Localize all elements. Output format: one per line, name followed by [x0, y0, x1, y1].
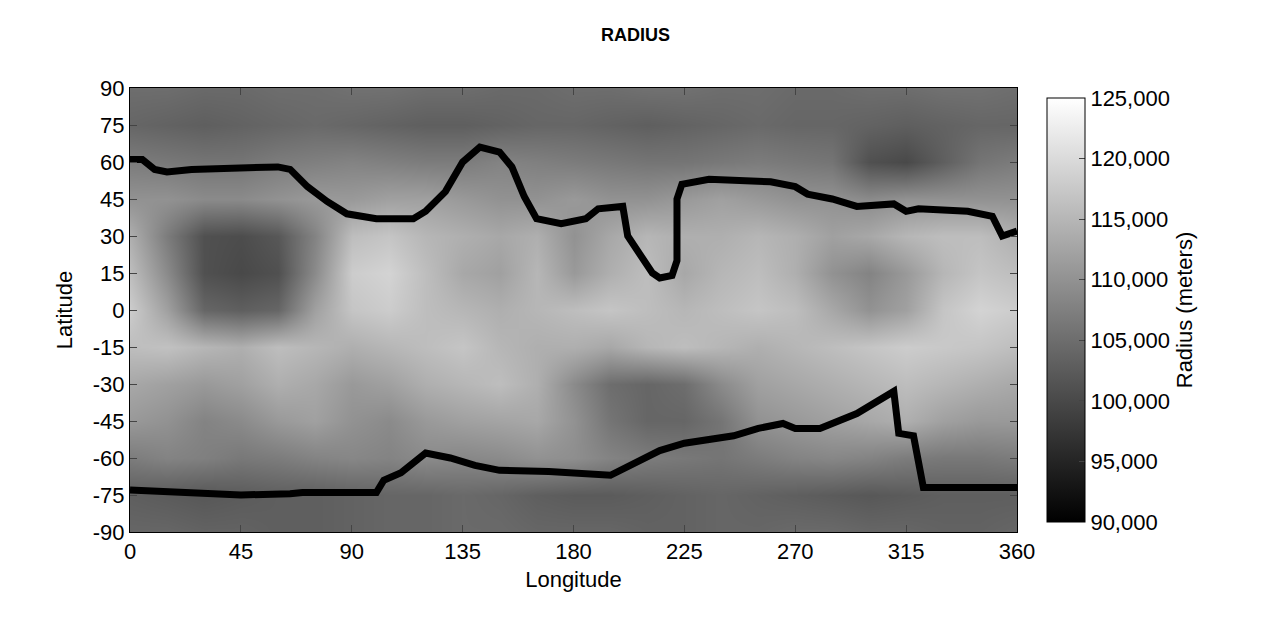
svg-text:90: 90 — [340, 539, 364, 564]
svg-text:0: 0 — [124, 539, 136, 564]
svg-text:360: 360 — [999, 539, 1036, 564]
svg-text:135: 135 — [444, 539, 481, 564]
svg-text:75: 75 — [100, 113, 124, 138]
svg-text:90: 90 — [100, 76, 124, 101]
svg-text:-45: -45 — [93, 409, 125, 434]
svg-text:95,000: 95,000 — [1090, 449, 1157, 474]
svg-text:15: 15 — [100, 261, 124, 286]
svg-text:Longitude: Longitude — [525, 567, 622, 592]
svg-text:-90: -90 — [93, 520, 125, 545]
svg-text:45: 45 — [100, 187, 124, 212]
svg-text:110,000: 110,000 — [1090, 267, 1168, 292]
svg-text:315: 315 — [888, 539, 925, 564]
svg-text:100,000: 100,000 — [1090, 389, 1170, 414]
svg-text:90,000: 90,000 — [1090, 510, 1157, 535]
svg-text:-30: -30 — [93, 372, 125, 397]
svg-text:105,000: 105,000 — [1090, 328, 1170, 353]
svg-text:45: 45 — [229, 539, 253, 564]
svg-text:180: 180 — [555, 539, 592, 564]
svg-text:270: 270 — [777, 539, 814, 564]
svg-text:0: 0 — [112, 298, 124, 323]
svg-text:120,000: 120,000 — [1090, 146, 1170, 171]
svg-text:225: 225 — [666, 539, 703, 564]
svg-text:RADIUS: RADIUS — [601, 25, 670, 45]
svg-text:30: 30 — [100, 224, 124, 249]
svg-text:115,000: 115,000 — [1090, 207, 1168, 232]
svg-text:-15: -15 — [93, 335, 125, 360]
svg-text:125,000: 125,000 — [1090, 86, 1170, 111]
svg-text:-75: -75 — [93, 483, 125, 508]
svg-text:Radius (meters): Radius (meters) — [1172, 232, 1197, 388]
svg-text:60: 60 — [100, 150, 124, 175]
svg-text:-60: -60 — [93, 446, 125, 471]
svg-text:Latitude: Latitude — [52, 271, 77, 349]
